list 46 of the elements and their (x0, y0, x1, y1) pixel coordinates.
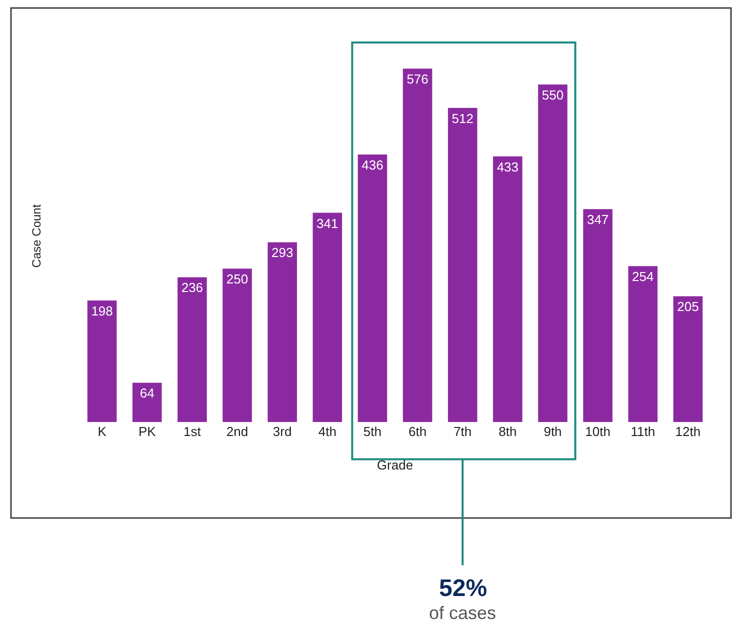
x-tick-label: 11th (630, 424, 656, 439)
data-label: 436 (362, 158, 384, 172)
data-label: 550 (542, 88, 564, 103)
data-label: 205 (677, 299, 699, 314)
x-tick-label: 10th (585, 424, 610, 439)
x-axis-title: Grade (376, 458, 414, 473)
data-label: 236 (181, 280, 204, 296)
bar (493, 156, 522, 422)
x-tick-label: 1st (184, 424, 202, 439)
bar (312, 212, 342, 422)
bar (132, 382, 162, 422)
x-tick-label: 6th (408, 424, 427, 439)
bar (538, 84, 568, 422)
x-tick-label: 9th (544, 424, 562, 439)
bar (628, 266, 658, 422)
y-axis-title: Case Count (29, 204, 44, 268)
bar (222, 268, 252, 422)
bar (673, 296, 703, 422)
data-label: 254 (632, 269, 654, 284)
data-label: 576 (406, 72, 428, 87)
data-label: 64 (140, 386, 154, 401)
bar (583, 209, 612, 422)
data-label: 341 (316, 216, 338, 231)
text: of cases (429, 603, 496, 622)
bar (268, 242, 297, 422)
text: 52% (439, 575, 488, 602)
x-tick-label: 3rd (272, 424, 292, 439)
data-label: 347 (586, 212, 609, 228)
data-label: 198 (91, 304, 113, 319)
x-tick-label: 2nd (226, 424, 248, 439)
bar (402, 68, 432, 422)
x-tick-label: 7th (454, 424, 472, 439)
data-label: 293 (271, 245, 294, 260)
x-tick-label: K (98, 424, 107, 439)
x-tick-label: 8th (498, 424, 517, 439)
x-tick-label: 5th (363, 424, 382, 439)
bar (448, 108, 478, 422)
data-label: 250 (226, 272, 248, 287)
bar (87, 300, 117, 422)
data-label: 433 (496, 159, 519, 174)
data-label: 512 (452, 110, 474, 126)
bar (358, 154, 388, 422)
x-tick-label: PK (138, 424, 156, 439)
bar (178, 277, 207, 422)
x-tick-label: 4th (318, 424, 336, 439)
x-tick-label: 12th (675, 424, 701, 439)
